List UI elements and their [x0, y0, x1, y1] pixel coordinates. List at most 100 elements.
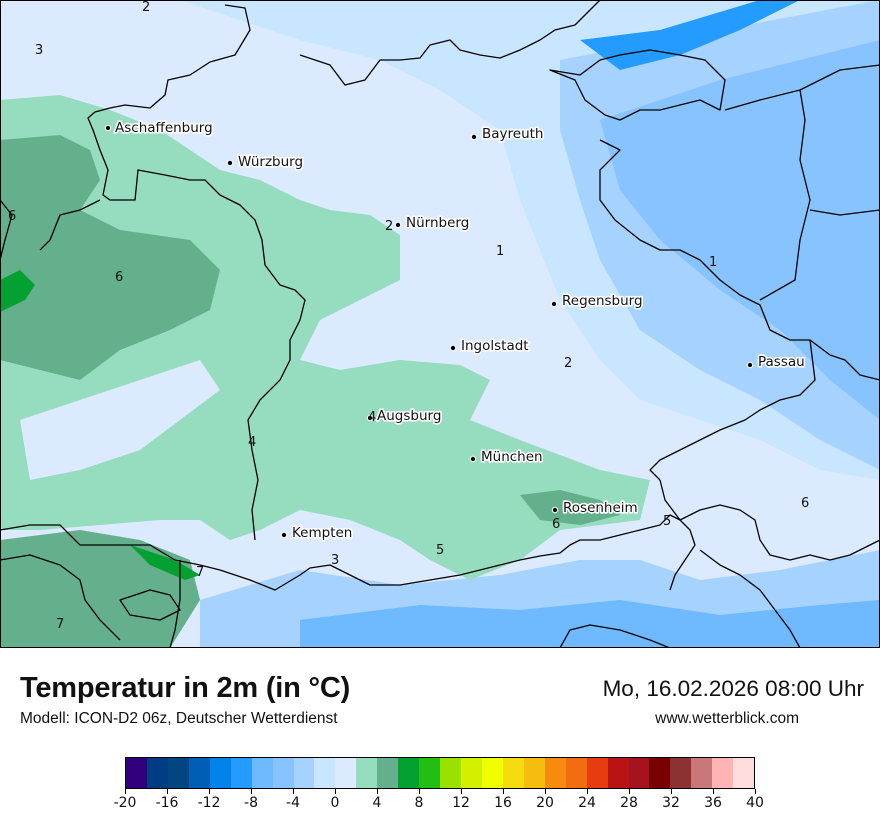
colorbar-tick	[124, 789, 126, 794]
svg-text:Ingolstadt: Ingolstadt	[461, 338, 529, 354]
colorbar-segment	[607, 758, 629, 788]
city-muenchen: München	[469, 447, 544, 467]
svg-text:Bayreuth: Bayreuth	[482, 126, 544, 142]
zone-6-8-lake	[130, 545, 200, 580]
colorbar-tick	[628, 789, 630, 794]
city-rosenheim: Rosenheim	[551, 498, 639, 518]
city-nuernberg: Nürnberg	[394, 213, 471, 233]
colorbar-tick	[418, 789, 420, 794]
isotherm-labels: 2 3 6 6 2 1 1 2 4 4 6 5 6 3 5 7 7	[8, 0, 809, 632]
colorbar-tick-label: -4	[286, 795, 300, 811]
colorbar-segment	[377, 758, 399, 788]
colorbar-segment	[628, 758, 650, 788]
colorbar-segment	[733, 758, 755, 788]
chart-title: Temperatur in 2m (in °C)	[20, 672, 351, 704]
svg-text:Augsburg: Augsburg	[377, 408, 441, 424]
svg-text:Passau: Passau	[758, 354, 805, 370]
colorbar-tick	[208, 789, 210, 794]
colorbar-segment	[440, 758, 461, 788]
colorbar-segment	[649, 758, 671, 788]
colorbar-segment	[565, 758, 587, 788]
zone-minus6-minus4	[600, 40, 880, 420]
map-canvas: Aschaffenburg Würzburg Bayreuth Nürnberg…	[0, 0, 880, 648]
colorbar-tick	[334, 789, 336, 794]
colorbar-segment	[523, 758, 545, 788]
colorbar-tick	[502, 789, 504, 794]
svg-text:2: 2	[564, 356, 572, 371]
zone-alps-colder	[300, 600, 880, 648]
svg-text:München: München	[481, 449, 543, 465]
svg-text:7: 7	[196, 565, 204, 580]
colorbar-tick	[670, 789, 672, 794]
colorbar-tick-label: 4	[372, 795, 382, 811]
city-aschaffenburg: Aschaffenburg	[104, 118, 214, 138]
city-bayreuth: Bayreuth	[470, 124, 545, 144]
website-credit: www.wetterblick.com	[655, 710, 799, 727]
svg-text:6: 6	[115, 270, 123, 285]
colorbar-ticks: -20 -16 -12 -8 -4 0 4 8 12 16 20 24 28 32 36 40	[114, 789, 764, 819]
colorbar-tick	[166, 789, 168, 794]
svg-text:1: 1	[709, 255, 717, 270]
colorbar-segment	[419, 758, 441, 788]
svg-text:1: 1	[496, 244, 504, 259]
svg-text:2: 2	[385, 219, 393, 234]
svg-text:6: 6	[8, 209, 16, 224]
zone-4-6	[0, 135, 220, 380]
svg-text:3: 3	[331, 553, 339, 568]
colorbar-tick-label: -16	[155, 795, 179, 811]
svg-text:Regensburg: Regensburg	[562, 293, 643, 309]
colorbar-segment	[481, 758, 503, 788]
zone-6-8-west	[0, 270, 35, 312]
colorbar-tick-label: 32	[662, 795, 680, 811]
state-borders	[0, 0, 880, 648]
zone-hole-west	[20, 360, 220, 480]
colorbar-segment	[209, 758, 231, 788]
city-passau: Passau	[746, 352, 806, 372]
svg-text:4: 4	[368, 410, 376, 425]
colorbar-segment	[335, 758, 357, 788]
colorbar-tick	[460, 789, 462, 794]
svg-text:5: 5	[436, 543, 444, 558]
colorbar-segment	[146, 758, 168, 788]
colorbar-segment	[544, 758, 566, 788]
city-kempten: Kempten	[280, 523, 354, 543]
colorbar-tick	[250, 789, 252, 794]
zone-2-4	[0, 95, 650, 580]
colorbar-tick-label: 0	[330, 795, 340, 811]
colorbar-segment	[461, 758, 482, 788]
colorbar-tick-label: 24	[578, 795, 596, 811]
colorbar-tick-label: 40	[746, 795, 764, 811]
svg-text:6: 6	[801, 496, 809, 511]
colorbar-tick-label: 36	[704, 795, 722, 811]
colorbar-tick-label: -8	[244, 795, 258, 811]
svg-text:4: 4	[248, 435, 256, 450]
svg-text:3: 3	[35, 43, 43, 58]
colorbar-segment	[126, 758, 147, 788]
colorbar-segment	[314, 758, 336, 788]
colorbar-tick-label: 28	[620, 795, 638, 811]
colorbar-segment	[230, 758, 252, 788]
colorbar-tick-label: -20	[113, 795, 137, 811]
city-ingolstadt: Ingolstadt	[449, 336, 530, 356]
colorbar-segment	[586, 758, 608, 788]
colorbar-tick-label: 16	[494, 795, 512, 811]
svg-text:Aschaffenburg: Aschaffenburg	[115, 120, 213, 136]
colorbar-tick	[754, 789, 756, 794]
svg-text:Kempten: Kempten	[292, 525, 352, 541]
temperature-map: Aschaffenburg Würzburg Bayreuth Nürnberg…	[0, 0, 880, 648]
svg-text:Nürnberg: Nürnberg	[406, 215, 469, 231]
model-source: Modell: ICON-D2 06z, Deutscher Wetterdie…	[20, 710, 338, 727]
svg-text:2: 2	[142, 0, 150, 15]
zone-rosenheim-warm	[520, 490, 620, 525]
svg-text:5: 5	[663, 514, 671, 529]
colorbar-tick-label: 12	[452, 795, 470, 811]
colorbar-segment	[356, 758, 378, 788]
valid-datetime: Mo, 16.02.2026 08:00 Uhr	[602, 676, 864, 701]
colorbar-segment	[272, 758, 294, 788]
colorbar-segment	[167, 758, 189, 788]
svg-text:7: 7	[56, 617, 64, 632]
city-augsburg: Augsburg	[366, 406, 443, 426]
colorbar-tick	[376, 789, 378, 794]
svg-text:Rosenheim: Rosenheim	[563, 500, 638, 516]
colorbar-tick	[586, 789, 588, 794]
